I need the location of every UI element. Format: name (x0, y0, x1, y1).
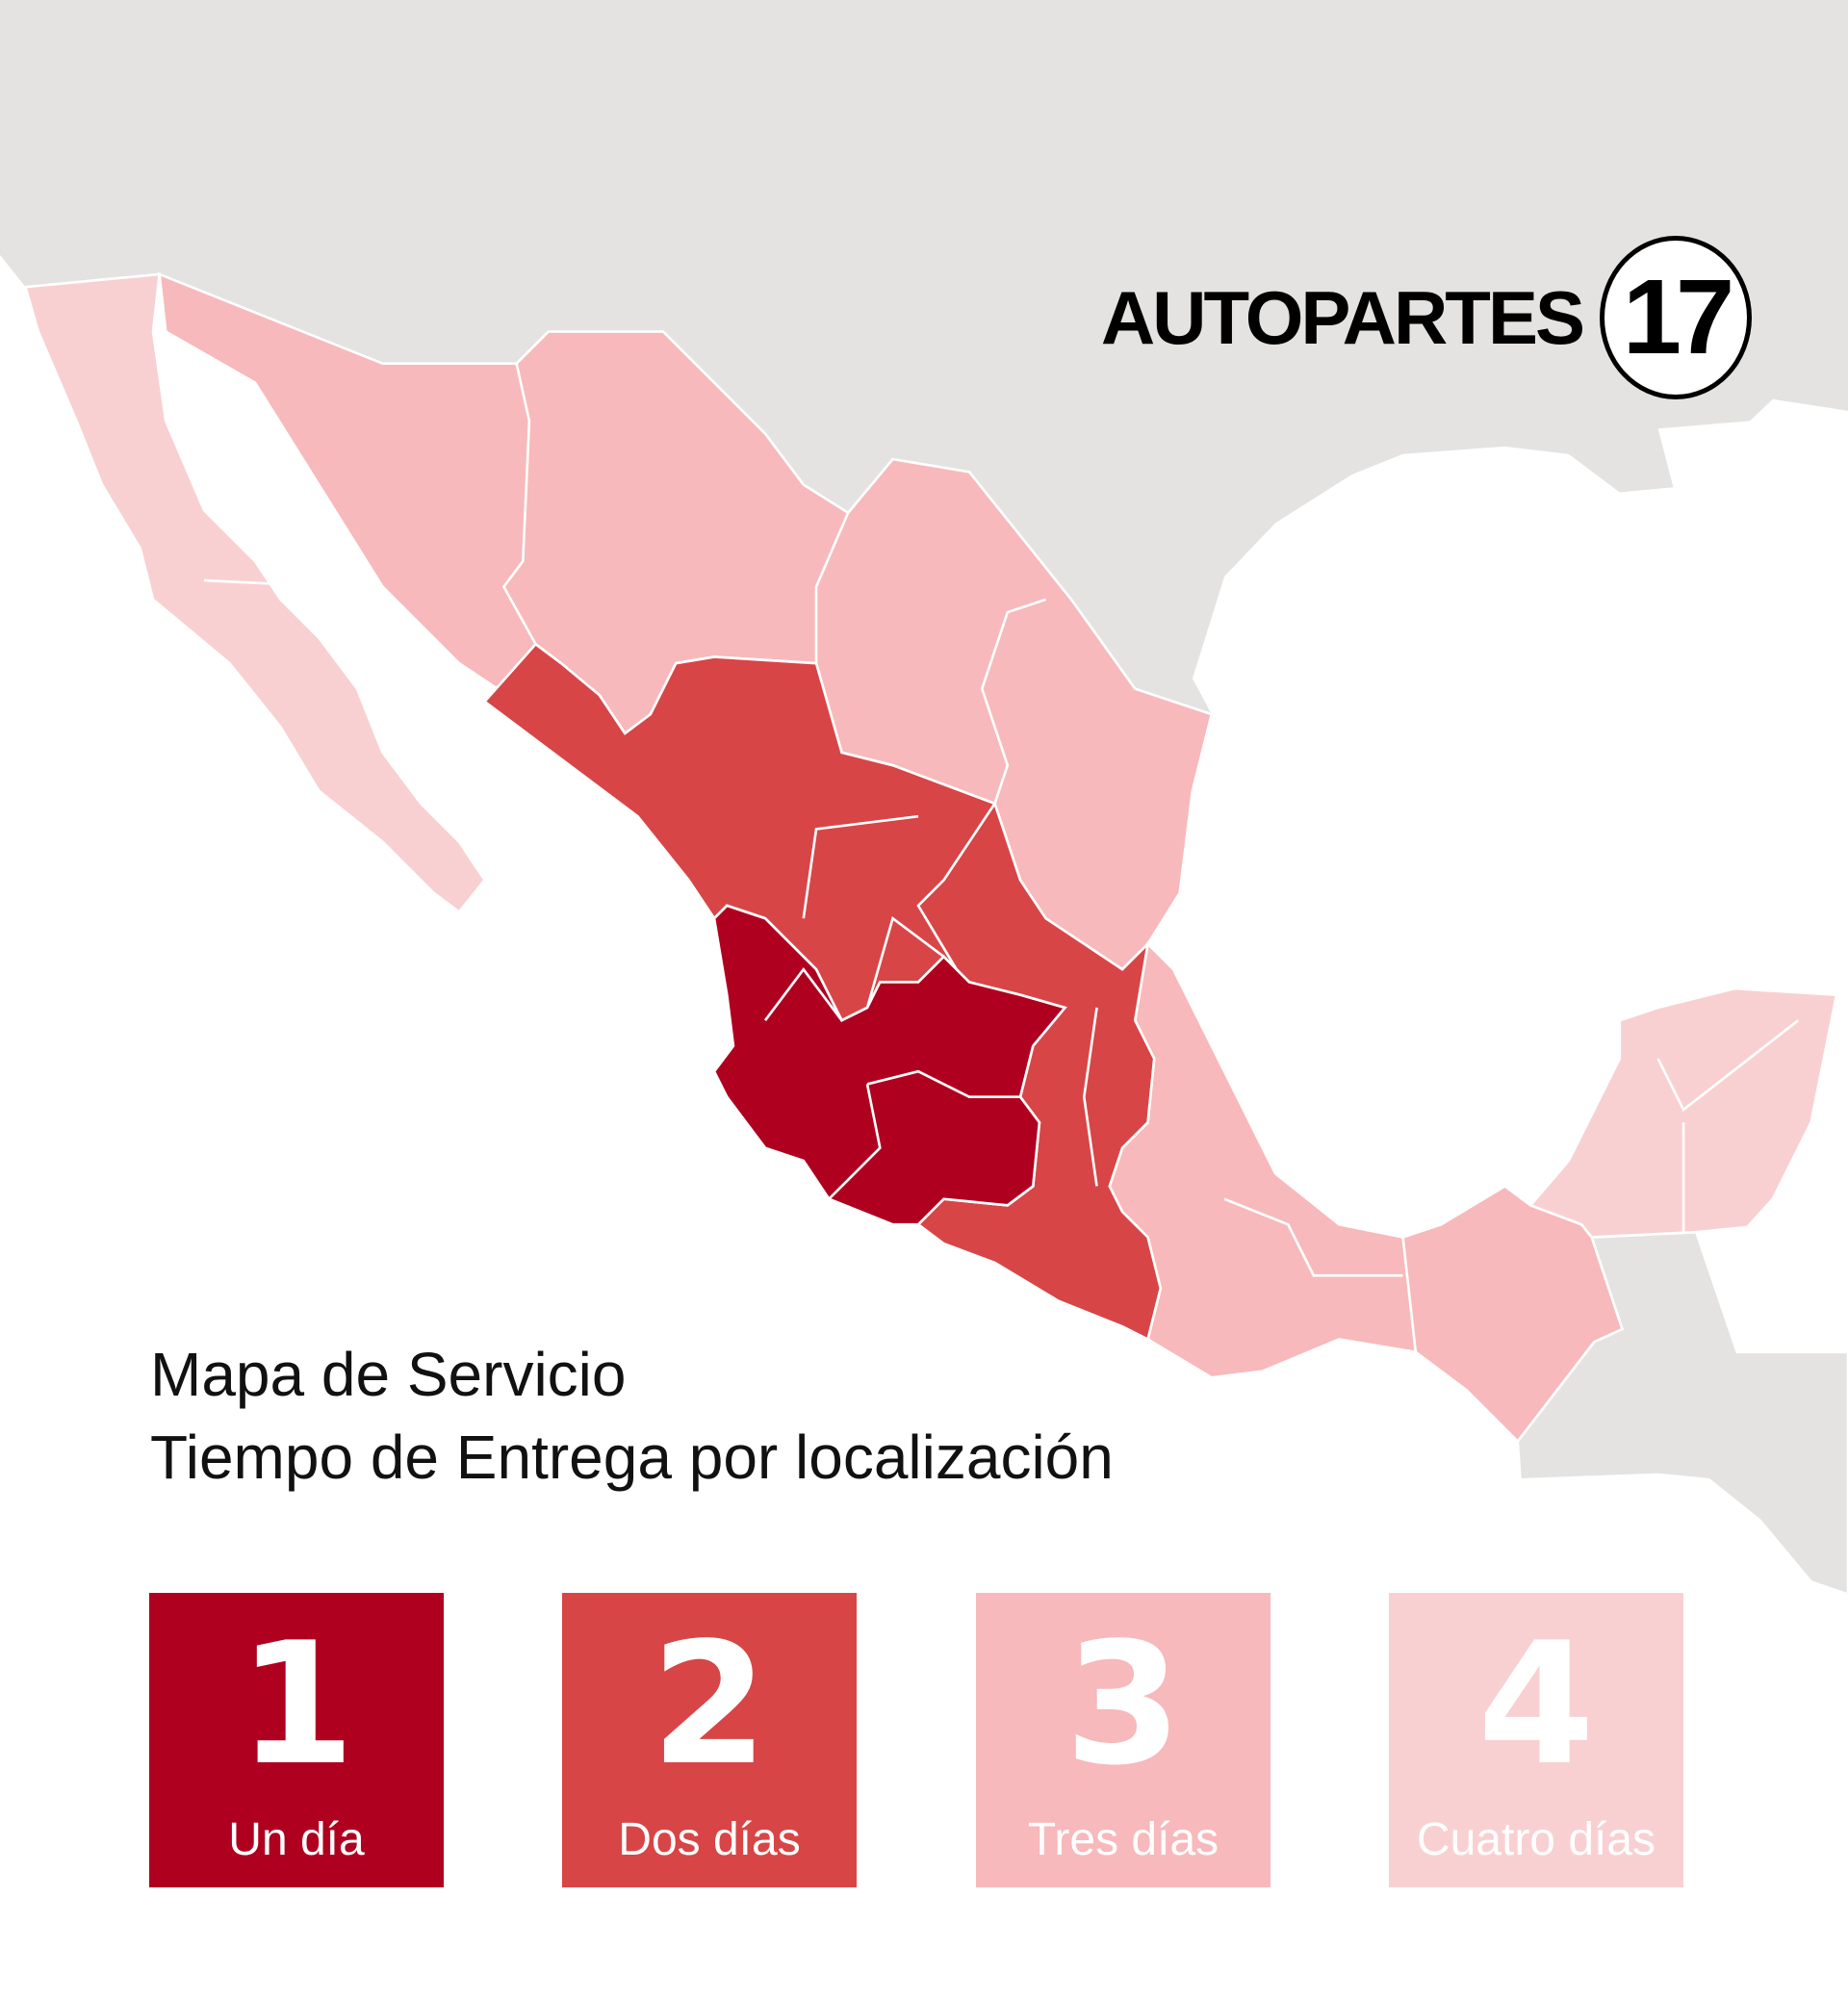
legend-number: 1 (238, 1607, 355, 1803)
legend-item-three-days: 3 Tres días (976, 1593, 1270, 1887)
legend-label: Tres días (1027, 1814, 1219, 1865)
legend: 1 Un día 2 Dos días 3 Tres días 4 Cuatro… (0, 1593, 1848, 1887)
legend-label: Cuatro días (1416, 1814, 1656, 1865)
legend-label: Dos días (618, 1814, 801, 1865)
title-line-2: Tiempo de Entrega por localización (150, 1423, 1114, 1492)
legend-item-two-days: 2 Dos días (562, 1593, 857, 1887)
logo-number-badge: 17 (1600, 236, 1752, 399)
logo-brand-text: AUTOPARTES (1100, 275, 1585, 360)
legend-item-one-day: 1 Un día (149, 1593, 444, 1887)
legend-number: 3 (1065, 1607, 1182, 1803)
region-four-days-baja (23, 272, 487, 914)
map-title: Mapa de Servicio Tiempo de Entrega por l… (150, 1333, 1114, 1499)
state-borders (203, 363, 1800, 1352)
legend-number: 2 (651, 1607, 768, 1803)
legend-item-four-days: 4 Cuatro días (1389, 1593, 1683, 1887)
legend-number: 4 (1477, 1607, 1595, 1803)
title-line-1: Mapa de Servicio (150, 1340, 627, 1409)
usa-landmass (0, 0, 1848, 715)
legend-label: Un día (228, 1814, 365, 1865)
logo-number: 17 (1622, 258, 1734, 376)
autopartes-17-logo: AUTOPARTES 17 (1101, 236, 1752, 399)
